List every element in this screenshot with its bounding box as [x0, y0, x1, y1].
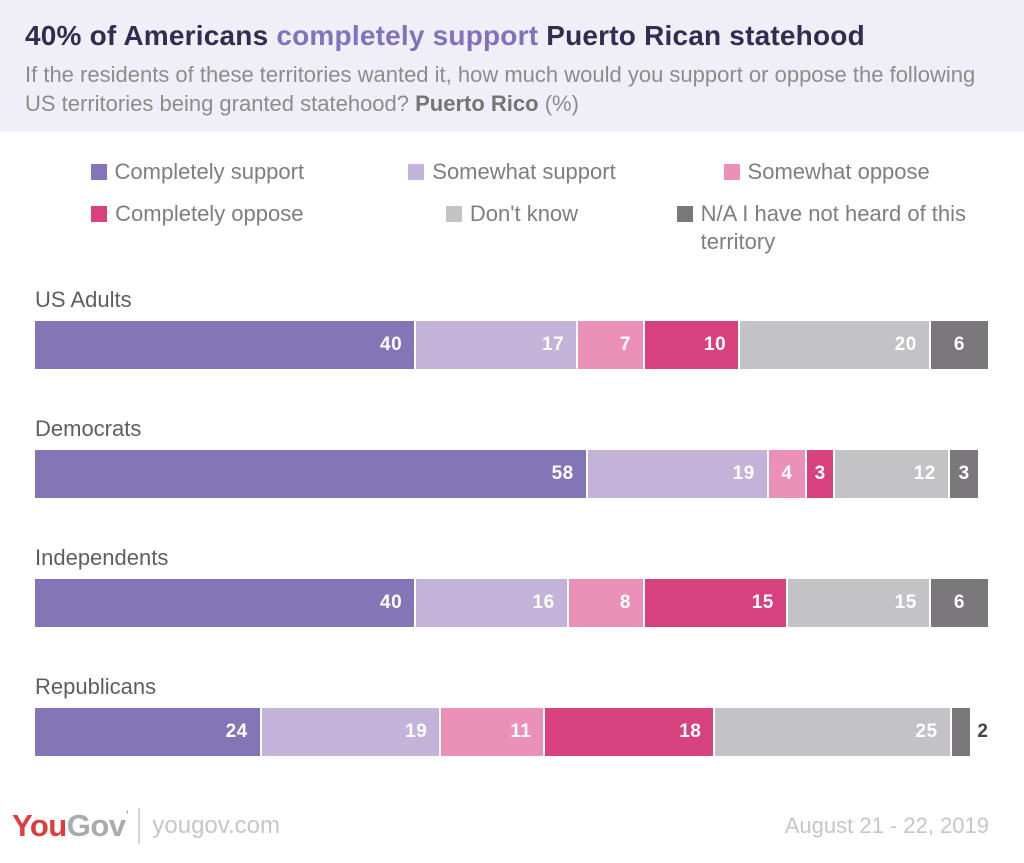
- bar-segment: 40: [35, 321, 417, 369]
- bar-group-label: Independents: [35, 545, 169, 570]
- legend: Completely support Somewhat support Somewh…: [40, 158, 984, 256]
- page-title: 40% of Americans completely support Puer…: [25, 20, 999, 52]
- legend-swatch: [408, 164, 425, 180]
- legend-swatch: [445, 206, 462, 222]
- bar-segment: 11: [441, 708, 546, 756]
- stacked-bar: 40 17 7 10 20 6: [35, 321, 988, 369]
- bar-segment: 19: [587, 450, 769, 498]
- legend-swatch: [91, 206, 108, 222]
- bar-group-label: Republicans: [35, 674, 157, 699]
- bar-segment: 18: [545, 708, 716, 756]
- segment-value: 15: [894, 592, 917, 613]
- subtitle-question: If the residents of these territories wa…: [25, 62, 976, 116]
- legend-label: Don't know: [469, 201, 579, 226]
- segment-value: 6: [953, 592, 965, 613]
- legend-item: Completely support: [90, 158, 305, 186]
- segment-value: 4: [781, 463, 793, 484]
- yougov-url[interactable]: yougov.com: [152, 812, 281, 839]
- legend-item: Somewhat oppose: [723, 158, 930, 186]
- bar-segment: 40: [35, 579, 417, 627]
- bar-segment: 7: [578, 321, 645, 369]
- legend-item: Completely oppose: [91, 200, 304, 256]
- logo-trademark: ’: [125, 808, 129, 822]
- segment-value: 18: [679, 721, 702, 742]
- segment-value: 19: [405, 721, 428, 742]
- bar-segment: 10: [644, 321, 741, 369]
- bar-segment: 15: [787, 579, 931, 627]
- segment-value: 3: [958, 463, 970, 484]
- logo-divider: [138, 808, 141, 844]
- legend-label: Somewhat support: [432, 159, 616, 184]
- segment-value: 40: [380, 334, 403, 355]
- legend-item: Somewhat support: [408, 158, 616, 186]
- bar-segment: 12: [835, 450, 950, 498]
- segment-value: 58: [551, 463, 574, 484]
- segment-value: 25: [915, 721, 938, 742]
- bar-group: US Adults 40 17 7 10 20 6: [35, 286, 988, 369]
- bar-segment: 6: [930, 579, 988, 627]
- legend-label: Somewhat oppose: [747, 159, 930, 184]
- segment-value: 19: [732, 463, 755, 484]
- logo-gov: Gov: [66, 808, 126, 843]
- footer: YouGov’ yougov.com August 21 - 22, 2019: [12, 808, 989, 844]
- segment-value: 8: [619, 592, 631, 613]
- bar-segment: 16: [416, 579, 569, 627]
- segment-value: 10: [704, 334, 727, 355]
- bar-segment: 3: [806, 450, 836, 498]
- bar-segment: 58: [35, 450, 588, 498]
- subtitle-unit: (%): [538, 91, 579, 116]
- bar-group-label: US Adults: [35, 287, 132, 312]
- legend-label: Completely oppose: [115, 201, 304, 226]
- legend-item: N/A I have not heard of this territory: [676, 200, 977, 256]
- stacked-bar: 58 19 4 3 12 3: [35, 450, 988, 498]
- segment-value: 40: [380, 592, 403, 613]
- date-range: August 21 - 22, 2019: [784, 813, 989, 838]
- bar-segment: 17: [416, 321, 579, 369]
- bar-segment: 3: [949, 450, 979, 498]
- bar-segment: 20: [740, 321, 931, 369]
- title-accent: completely support: [276, 20, 539, 51]
- stacked-bar: 24 19 11 18 25 2: [35, 708, 988, 756]
- bar-segment: 19: [261, 708, 442, 756]
- stacked-bar-chart: US Adults 40 17 7 10 20 6 Democrats 58 19 4 3 12 3 Ind…: [35, 286, 988, 756]
- title-part-1: 40% of Americans: [25, 20, 277, 51]
- stacked-bar: 40 16 8 15 15 6: [35, 579, 988, 627]
- legend-label: N/A I have not heard of this territory: [700, 201, 967, 254]
- logo-you: You: [12, 808, 67, 843]
- segment-value: 7: [619, 334, 631, 355]
- segment-value: 17: [542, 334, 565, 355]
- bar-group-label: Democrats: [35, 416, 142, 441]
- legend-swatch: [676, 206, 693, 222]
- bar-group: Democrats 58 19 4 3 12 3: [35, 415, 988, 498]
- bar-group: Republicans 24 19 11 18 25 2: [35, 673, 988, 756]
- bar-group: Independents 40 16 8 15 15 6: [35, 544, 988, 627]
- bar-segment: [951, 708, 971, 756]
- yougov-logo[interactable]: YouGov’: [12, 808, 129, 844]
- subtitle-territory: Puerto Rico: [415, 91, 539, 116]
- segment-value: 6: [953, 334, 965, 355]
- segment-value: 24: [225, 721, 248, 742]
- bar-segment: 4: [768, 450, 807, 498]
- header: 40% of Americans completely support Puer…: [0, 0, 1024, 132]
- bar-segment: 8: [568, 579, 645, 627]
- legend-label: Completely support: [114, 159, 305, 184]
- bar-segment: 15: [644, 579, 788, 627]
- segment-value: 20: [894, 334, 917, 355]
- legend-swatch: [90, 164, 107, 180]
- chart-subtitle: If the residents of these territories wa…: [25, 60, 999, 118]
- legend-swatch: [723, 164, 740, 180]
- title-part-3: Puerto Rican statehood: [538, 20, 865, 51]
- segment-value-outside: 2: [977, 721, 988, 742]
- bar-segment: 6: [930, 321, 988, 369]
- bar-segment: 24: [35, 708, 262, 756]
- segment-value: 12: [913, 463, 936, 484]
- segment-value: 15: [751, 592, 774, 613]
- segment-value: 11: [510, 721, 532, 742]
- bar-segment: 25: [715, 708, 952, 756]
- segment-value: 3: [814, 463, 826, 484]
- segment-value: 16: [532, 592, 555, 613]
- legend-item: Don't know: [445, 200, 579, 256]
